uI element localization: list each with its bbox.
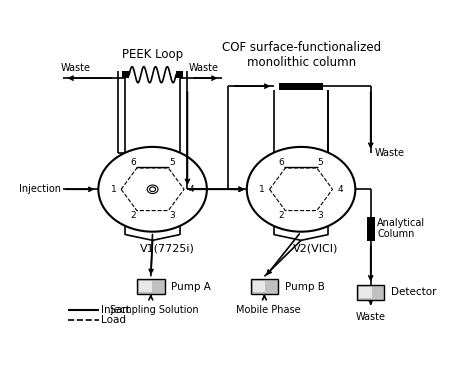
Text: Analytical
Column: Analytical Column xyxy=(377,218,425,240)
Text: 3: 3 xyxy=(318,211,324,220)
Text: Waste: Waste xyxy=(356,312,385,323)
Text: 2: 2 xyxy=(279,211,284,220)
Text: Pump A: Pump A xyxy=(171,282,211,292)
FancyBboxPatch shape xyxy=(137,279,165,294)
Text: Sampling Solution: Sampling Solution xyxy=(110,305,199,315)
Text: 4: 4 xyxy=(337,185,343,194)
Text: Inject: Inject xyxy=(101,305,130,315)
Text: 6: 6 xyxy=(130,158,136,167)
FancyBboxPatch shape xyxy=(367,217,375,241)
Text: 1: 1 xyxy=(111,185,116,194)
Text: Load: Load xyxy=(101,315,126,326)
Text: COF surface-functionalized
monolithic column: COF surface-functionalized monolithic co… xyxy=(221,41,381,69)
FancyBboxPatch shape xyxy=(251,279,278,294)
Text: Waste: Waste xyxy=(189,63,219,73)
Text: 5: 5 xyxy=(169,158,175,167)
Text: Injection: Injection xyxy=(19,184,61,194)
Text: PEEK Loop: PEEK Loop xyxy=(122,48,183,61)
Text: Waste: Waste xyxy=(61,63,91,73)
Text: 5: 5 xyxy=(318,158,324,167)
Text: Pump B: Pump B xyxy=(285,282,324,292)
FancyBboxPatch shape xyxy=(253,281,265,292)
FancyBboxPatch shape xyxy=(122,71,129,78)
Text: 4: 4 xyxy=(189,185,194,194)
FancyBboxPatch shape xyxy=(359,287,371,298)
Text: V1(7725i): V1(7725i) xyxy=(140,243,195,253)
FancyBboxPatch shape xyxy=(139,281,151,292)
Text: 1: 1 xyxy=(259,185,265,194)
Text: Mobile Phase: Mobile Phase xyxy=(236,305,300,315)
FancyBboxPatch shape xyxy=(357,285,385,300)
FancyBboxPatch shape xyxy=(279,83,323,90)
Text: V2(VICI): V2(VICI) xyxy=(293,243,338,253)
Text: Waste: Waste xyxy=(375,148,404,158)
Text: 6: 6 xyxy=(279,158,284,167)
Text: 2: 2 xyxy=(130,211,136,220)
Text: 3: 3 xyxy=(169,211,175,220)
FancyBboxPatch shape xyxy=(176,71,184,78)
Text: Detector: Detector xyxy=(391,288,437,297)
